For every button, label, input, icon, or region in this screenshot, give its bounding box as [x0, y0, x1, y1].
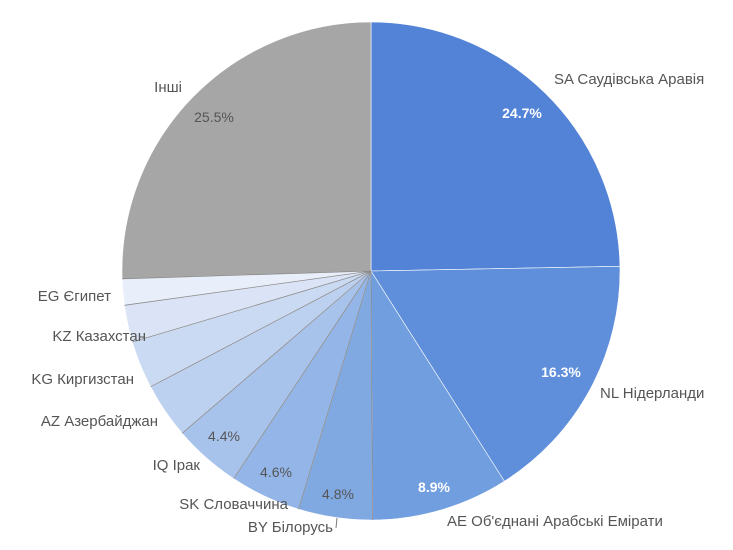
slice-category-label: BY Білорусь [248, 519, 333, 536]
pie-slice-other [121, 21, 372, 280]
label-leader-tick [335, 517, 338, 529]
slice-category-label: SK Словаччина [179, 496, 288, 513]
slice-category-label: AE Об'єднані Арабські Емірати [447, 513, 663, 530]
slice-category-label: EG Єгипет [38, 288, 111, 305]
pie-slice-nl [370, 266, 621, 482]
slice-category-label: KZ Казахстан [52, 328, 146, 345]
slice-divider [233, 270, 372, 479]
slice-percent-label: 4.6% [260, 464, 292, 480]
slice-percent-label: 25.5% [194, 109, 234, 125]
slice-percent-label: 16.3% [541, 364, 581, 380]
slice-category-label: AZ Азербайджан [41, 413, 158, 430]
slice-divider [298, 270, 372, 510]
slice-category-label: SA Саудівська Аравія [554, 71, 704, 88]
pie-slice-sa [370, 21, 621, 272]
slice-category-label: Інші [154, 79, 182, 96]
slice-divider [122, 270, 372, 280]
slice-percent-label: 4.4% [208, 428, 240, 444]
slice-divider [150, 270, 372, 388]
slice-percent-label: 24.7% [502, 105, 542, 121]
slice-category-label: KG Киргизстан [31, 371, 134, 388]
slice-divider [124, 270, 372, 306]
pie-slice-ae [370, 269, 505, 521]
slice-divider [181, 270, 372, 434]
slice-divider [132, 270, 372, 343]
slice-divider [370, 270, 373, 520]
slice-percent-label: 4.8% [322, 486, 354, 502]
slice-category-label: IQ Ірак [153, 457, 201, 474]
slice-percent-label: 8.9% [418, 479, 450, 495]
slice-category-label: NL Нідерланди [600, 385, 704, 402]
